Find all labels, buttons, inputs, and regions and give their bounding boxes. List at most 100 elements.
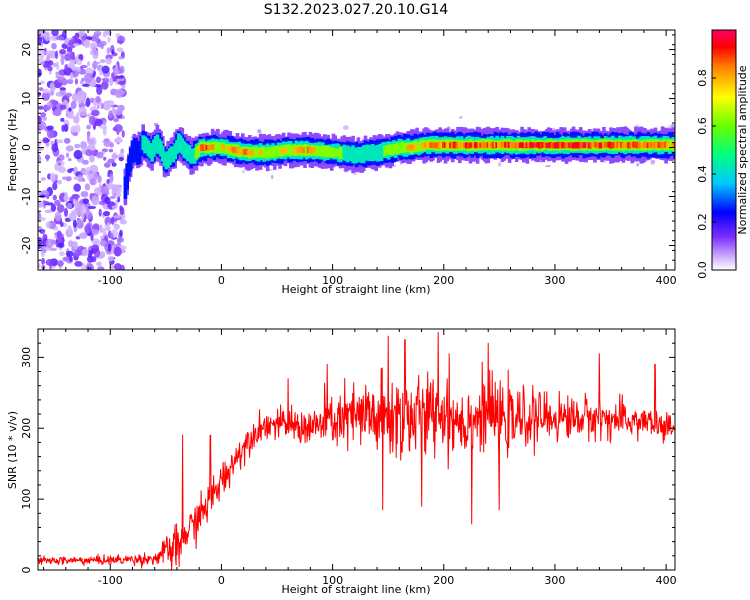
spectrogram-noise-blob: [44, 209, 53, 214]
spectrogram-ridge-cell: [383, 145, 387, 157]
spectrogram-noise-blob: [113, 223, 120, 230]
spectrogram-noise-blob: [113, 246, 122, 257]
spectrogram-noise-blob: [78, 54, 84, 62]
spectrogram-noise-blob: [80, 141, 85, 147]
x-tick-label: 400: [656, 574, 677, 587]
spectrogram-noise-blob: [104, 196, 111, 205]
spectrogram-ridge-cell: [491, 141, 496, 149]
spectrogram-noise-blob: [92, 172, 99, 181]
spectrogram-noise-blob: [119, 229, 123, 237]
colorbar-tick-label: 0.2: [696, 213, 709, 231]
spectrogram-ridge-cell: [306, 146, 311, 154]
spectrogram-noise-blob: [73, 149, 83, 160]
spectrogram-noise-blob: [120, 148, 125, 154]
spectrogram-noise-blob: [56, 139, 64, 144]
spectrogram-noise-blob: [100, 102, 105, 110]
spectrogram-noise-blob: [106, 160, 111, 166]
spectrogram-noise-blob: [38, 226, 42, 230]
spectrogram-noise-blob: [40, 177, 46, 181]
spectrogram-ridge-cell: [232, 147, 236, 154]
spectrogram-noise-blob: [103, 156, 107, 161]
spectrogram-ridge-cell: [621, 142, 626, 148]
spectrogram-noise-blob: [99, 125, 108, 129]
spectrogram-ridge-cell: [249, 149, 254, 156]
spectrogram-noise-blob: [121, 84, 126, 89]
spectrogram-noise-blob: [109, 76, 114, 87]
spectrogram-noise-blob: [83, 39, 91, 49]
spectrogram-noise-blob: [90, 111, 98, 116]
spectrogram-noise-blob: [57, 179, 62, 185]
spectrogram-ridge-cell: [507, 142, 512, 148]
spectrogram-noise-blob: [98, 208, 102, 217]
spectrogram-noise-blob: [121, 130, 125, 138]
spectrogram-noise-blob: [115, 75, 124, 79]
spectrogram-noise-blob: [116, 47, 124, 53]
spectrogram-noise-blob: [102, 120, 107, 127]
spectrogram-noise-blob: [113, 215, 121, 219]
y-tick-label: 0: [20, 567, 33, 574]
spectrogram-noise-blob: [74, 78, 78, 85]
spectrogram-noise-blob: [57, 242, 65, 248]
spectrogram-noise-blob: [106, 178, 110, 184]
y-tick-label: 10: [20, 92, 33, 106]
spectrogram-noise-blob: [92, 49, 99, 60]
spectrogram-noise-blob: [48, 60, 54, 66]
spectrogram-noise-blob: [98, 251, 106, 259]
spectrogram-noise-blob: [52, 194, 57, 201]
spectrogram-noise-blob: [99, 224, 103, 233]
spectrogram-ridge-cell: [399, 142, 403, 153]
spectrogram-ridge-cell: [297, 146, 302, 153]
spectrogram-noise-blob: [101, 81, 109, 90]
spectrogram-noise-blob: [88, 150, 98, 156]
spectrogram-noise-blob: [97, 175, 102, 184]
spectrogram-noise-blob: [117, 80, 126, 85]
y-tick-label: 200: [20, 418, 33, 439]
spectrogram-noise-blob: [66, 202, 73, 209]
spectrogram-noise-blob: [59, 49, 67, 55]
spectrogram-ridge-cell: [474, 142, 478, 149]
colorbar-frame: [711, 29, 737, 271]
spectrogram-noise-blob: [52, 182, 58, 191]
spectrogram-ridge-cell: [666, 142, 670, 148]
snr-ticks: -100 0 100 200 300 400 0 100 200 300: [20, 328, 677, 587]
spectrogram-noise-blob: [59, 104, 67, 110]
spectrogram-noise-blob: [43, 105, 51, 111]
colorbar-tick-label: 0.4: [696, 165, 709, 183]
spectrogram-noise-blob: [74, 202, 82, 212]
spectrogram-noise-blob: [84, 183, 91, 191]
spectrogram-noise-blob: [90, 42, 97, 51]
spectrogram-noise-blob: [91, 195, 100, 206]
spectrogram-noise-blob: [85, 223, 92, 234]
spectrogram-ridge-cell: [274, 145, 279, 157]
spectrogram-noise-blob: [38, 147, 44, 151]
spectrogram-noise-blob: [103, 141, 112, 147]
spectrogram-ridge-cell: [283, 147, 288, 154]
spectrogram-noise-blob: [93, 99, 97, 109]
spectrogram-noise-blob: [38, 36, 42, 45]
spectrogram-ridge-cell: [525, 142, 530, 149]
spectrogram-ridge-cell: [367, 144, 371, 162]
spectrogram-ridge-cell: [529, 141, 533, 149]
spectrogram-noise-blob: [113, 118, 119, 122]
spectrogram-ridge-cell: [292, 147, 297, 154]
spectrogram-noise-blob: [110, 216, 114, 225]
spectrogram-ridge-cell: [513, 141, 517, 148]
spectrogram-ridge-cell: [673, 141, 675, 148]
spectrogram-noise-blob: [49, 35, 59, 41]
spectrogram-ridge-cell: [650, 142, 654, 148]
colorbar-ticks: 0.0 0.2 0.4 0.6 0.8: [696, 69, 716, 279]
spectrogram-noise-blob: [116, 127, 120, 136]
spectrogram-noise-blob: [81, 159, 89, 165]
spectrogram-noise-blob: [74, 261, 83, 267]
y-tick-label: 0: [20, 144, 33, 151]
spectrogram-noise-blob: [59, 251, 65, 257]
spectrogram-ridge-cell: [602, 142, 606, 148]
spectrogram-noise-blob: [42, 88, 50, 94]
spectrogram-noise-blob: [99, 59, 106, 64]
spectrogram-noise-blob: [56, 61, 60, 71]
spectrogram-noise-blob: [78, 103, 87, 107]
spectrogram-noise-blob: [91, 61, 98, 69]
spectrogram-noise-blob: [41, 251, 45, 258]
spectrogram-noise-blob: [114, 108, 123, 116]
